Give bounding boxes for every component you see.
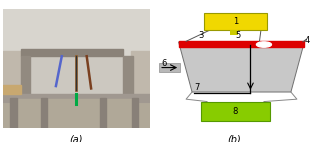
Bar [201, 102, 270, 121]
Bar [131, 51, 150, 102]
Text: (b): (b) [227, 135, 241, 142]
Text: 1: 1 [233, 17, 238, 26]
Bar [100, 98, 106, 128]
Bar [3, 51, 21, 102]
Bar [3, 94, 150, 102]
Text: 5: 5 [236, 32, 241, 40]
Bar [123, 56, 133, 98]
Text: 4: 4 [305, 36, 310, 45]
Bar [41, 98, 47, 128]
Text: (a): (a) [70, 135, 83, 142]
Bar [21, 49, 123, 56]
Bar [159, 63, 180, 72]
Text: 3: 3 [198, 32, 204, 40]
Bar [3, 85, 21, 94]
Bar [3, 9, 150, 86]
Text: 6: 6 [161, 59, 166, 68]
Bar [18, 99, 135, 104]
Bar [178, 41, 305, 42]
Bar [230, 30, 238, 35]
Bar [178, 42, 305, 47]
Polygon shape [178, 42, 305, 92]
Text: 7: 7 [194, 83, 199, 92]
Ellipse shape [256, 42, 271, 47]
Text: 8: 8 [233, 107, 238, 116]
Bar [3, 86, 150, 128]
Bar [21, 56, 30, 98]
Bar [30, 56, 123, 98]
Bar [204, 13, 267, 30]
Bar [132, 98, 139, 128]
Bar [10, 98, 17, 128]
